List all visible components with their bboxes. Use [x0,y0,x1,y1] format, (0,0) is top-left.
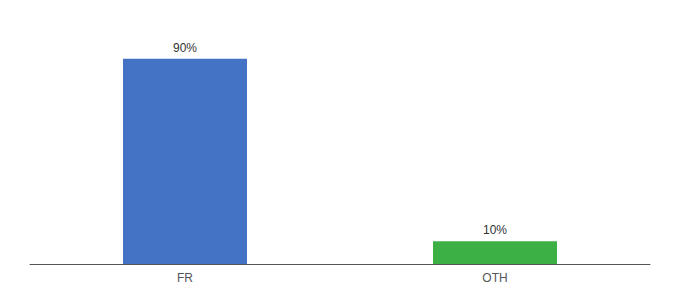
svg-text:10%: 10% [483,223,507,237]
svg-text:90%: 90% [173,41,197,55]
svg-text:FR: FR [177,271,193,285]
svg-text:OTH: OTH [482,271,507,285]
